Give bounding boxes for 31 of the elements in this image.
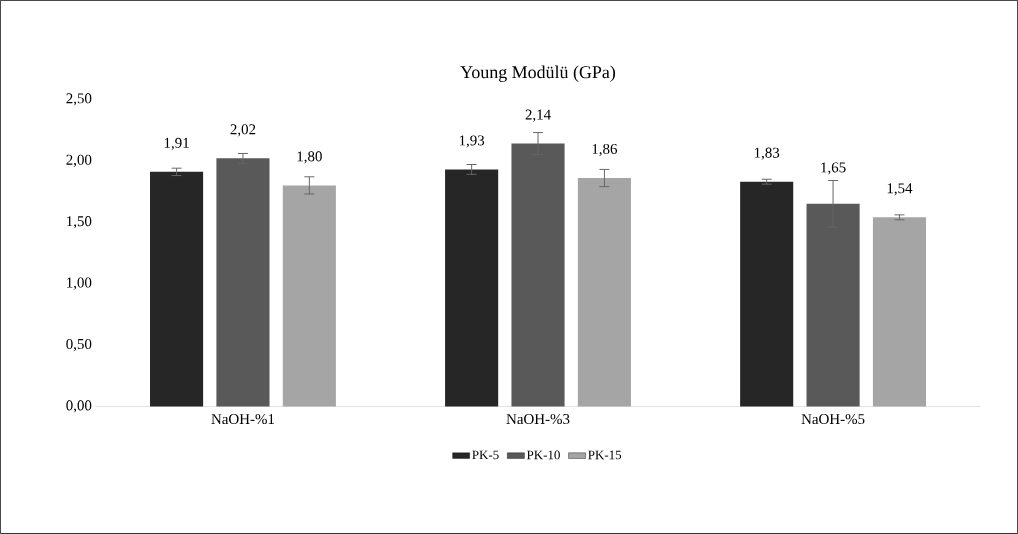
bar (282, 185, 336, 407)
y-tick-label: 2,00 (66, 154, 92, 167)
y-tick-label: 1,50 (67, 216, 92, 229)
bar (872, 217, 927, 407)
data-label: 1,93 (459, 135, 485, 148)
legend-label: PK-15 (588, 450, 622, 460)
x-tick-label: NaOH-%1 (211, 414, 275, 425)
bar (740, 181, 794, 407)
bar (150, 171, 204, 407)
data-label: 1,83 (754, 147, 780, 160)
y-tick-label: 0,00 (66, 400, 92, 413)
y-tick-label: 1,00 (67, 277, 92, 290)
data-label: 2,14 (525, 109, 551, 122)
x-tick-label: NaOH-%5 (801, 414, 865, 425)
data-label: 1,91 (164, 137, 189, 151)
bar (216, 158, 270, 407)
legend-label: PK-10 (526, 450, 560, 460)
data-label: 2,02 (230, 124, 256, 137)
data-label: 1,54 (887, 183, 913, 196)
bar (445, 169, 499, 407)
bar (806, 203, 860, 407)
bar (511, 143, 565, 407)
data-label: 1,80 (297, 151, 322, 164)
y-tick-label: 2,50 (66, 93, 92, 106)
legend-label: PK-5 (472, 450, 499, 460)
bar (577, 178, 631, 407)
data-label: 1,86 (592, 143, 618, 157)
chart-title: Young Modülü (GPa) (460, 65, 616, 82)
data-label: 1,65 (821, 162, 846, 175)
y-tick-label: 0,50 (66, 338, 92, 352)
x-tick-label: NaOH-%3 (506, 414, 570, 425)
